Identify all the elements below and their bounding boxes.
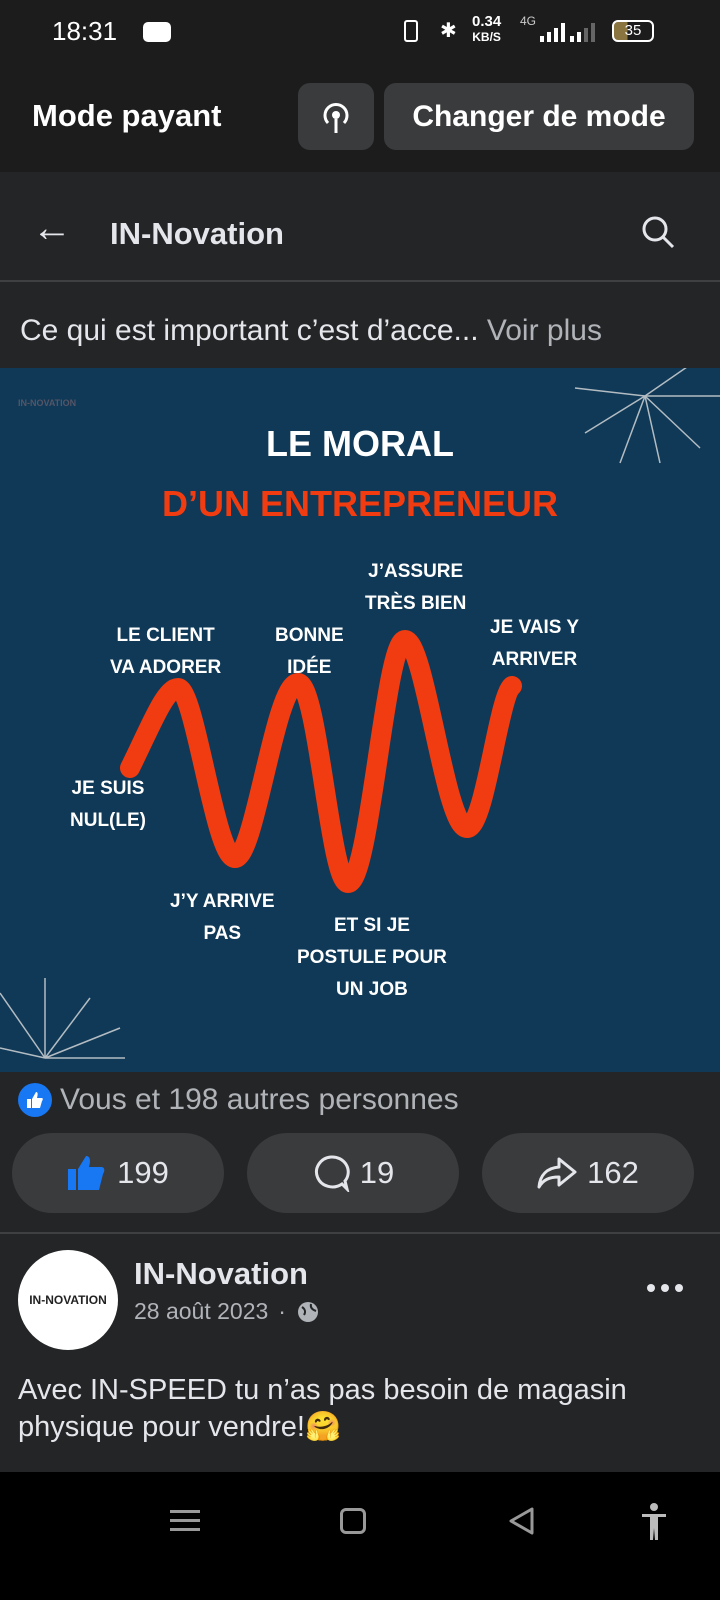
broadcast-icon: [323, 102, 349, 133]
system-nav-bar: [0, 1472, 720, 1600]
network-type: 4G: [520, 14, 537, 28]
accessibility-icon[interactable]: [640, 1502, 668, 1542]
post-caption: Ce qui est important c’est d’acce... Voi…: [0, 284, 720, 368]
status-bar: 18:31 ✱ 0.34 KB/S 4G 35: [0, 0, 720, 62]
home-icon[interactable]: [340, 1508, 366, 1534]
label-nul: JE SUIS NUL(LE): [70, 778, 146, 831]
signal2-icon: [570, 22, 595, 42]
sunburst-decoration: [0, 368, 720, 1059]
page-header: ← IN-Novation: [0, 178, 720, 282]
label-assure: J’ASSURE TRÈS BIEN: [365, 561, 467, 614]
moral-curve: [0, 368, 720, 1059]
comment-icon: [314, 1155, 350, 1192]
share-icon: [537, 1157, 577, 1189]
share-button[interactable]: 162: [482, 1133, 694, 1213]
mode-bar: Mode payant Changer de mode: [0, 62, 720, 172]
speed-value: 0.34: [472, 13, 502, 30]
bluetooth-icon: ✱: [440, 20, 457, 42]
label-postule: ET SI JE POSTULE POUR UN JOB: [297, 915, 447, 1000]
reaction-text: Vous et 198 autres personnes: [60, 1083, 459, 1116]
label-bonne-idee: BONNE IDÉE: [275, 625, 344, 678]
post-author[interactable]: IN-Novation: [134, 1256, 308, 1291]
comment-button[interactable]: 19: [247, 1133, 459, 1213]
signal-icon: [540, 22, 565, 42]
like-badge-icon: [18, 1083, 52, 1117]
vibrate-icon: [404, 20, 418, 42]
broadcast-button[interactable]: [298, 83, 374, 150]
comment-count: 19: [359, 1155, 395, 1190]
youtube-icon: [143, 22, 171, 42]
back-arrow-icon[interactable]: ←: [32, 206, 72, 250]
image-logo: IN-NOVATION: [18, 398, 77, 408]
search-icon[interactable]: [640, 214, 676, 250]
label-client: LE CLIENT VA ADORER: [110, 625, 222, 678]
more-options-icon[interactable]: [645, 1282, 685, 1294]
page-title: IN-Novation: [110, 216, 284, 251]
divider: [0, 1232, 720, 1234]
menu-icon[interactable]: [170, 1508, 200, 1534]
thumbs-up-icon: [68, 1156, 105, 1190]
separator: ·: [278, 1298, 286, 1324]
share-count: 162: [587, 1155, 639, 1190]
image-subtitle: D’UN ENTREPRENEUR: [161, 483, 559, 524]
avatar[interactable]: IN-NOVATION: [18, 1250, 118, 1350]
image-title: LE MORAL: [266, 423, 454, 464]
back-icon[interactable]: [508, 1507, 534, 1535]
clock: 18:31: [52, 16, 118, 46]
reaction-summary[interactable]: Vous et 198 autres personnes: [18, 1083, 459, 1117]
label-arrive-pas: J’Y ARRIVE PAS: [170, 891, 275, 944]
post-date[interactable]: 28 août 2023: [134, 1298, 269, 1324]
globe-icon: [297, 1301, 318, 1322]
like-count: 199: [117, 1155, 169, 1190]
like-button[interactable]: 199: [12, 1133, 224, 1213]
change-mode-button[interactable]: Changer de mode: [384, 83, 694, 150]
see-more-link[interactable]: Voir plus: [486, 314, 602, 347]
speed-unit: KB/S: [472, 30, 501, 44]
caption-text: Ce qui est important c’est d’acce...: [20, 314, 479, 347]
mode-label: Mode payant: [32, 98, 222, 133]
post-image[interactable]: IN-NOVATION LE MORAL D’UN ENTREPRENEUR J…: [0, 368, 720, 1072]
label-vais-arriver: JE VAIS Y ARRIVER: [490, 617, 580, 670]
battery-icon: 35: [612, 20, 654, 42]
post-text: Avec IN-SPEED tu n’as pas besoin de maga…: [18, 1374, 627, 1443]
